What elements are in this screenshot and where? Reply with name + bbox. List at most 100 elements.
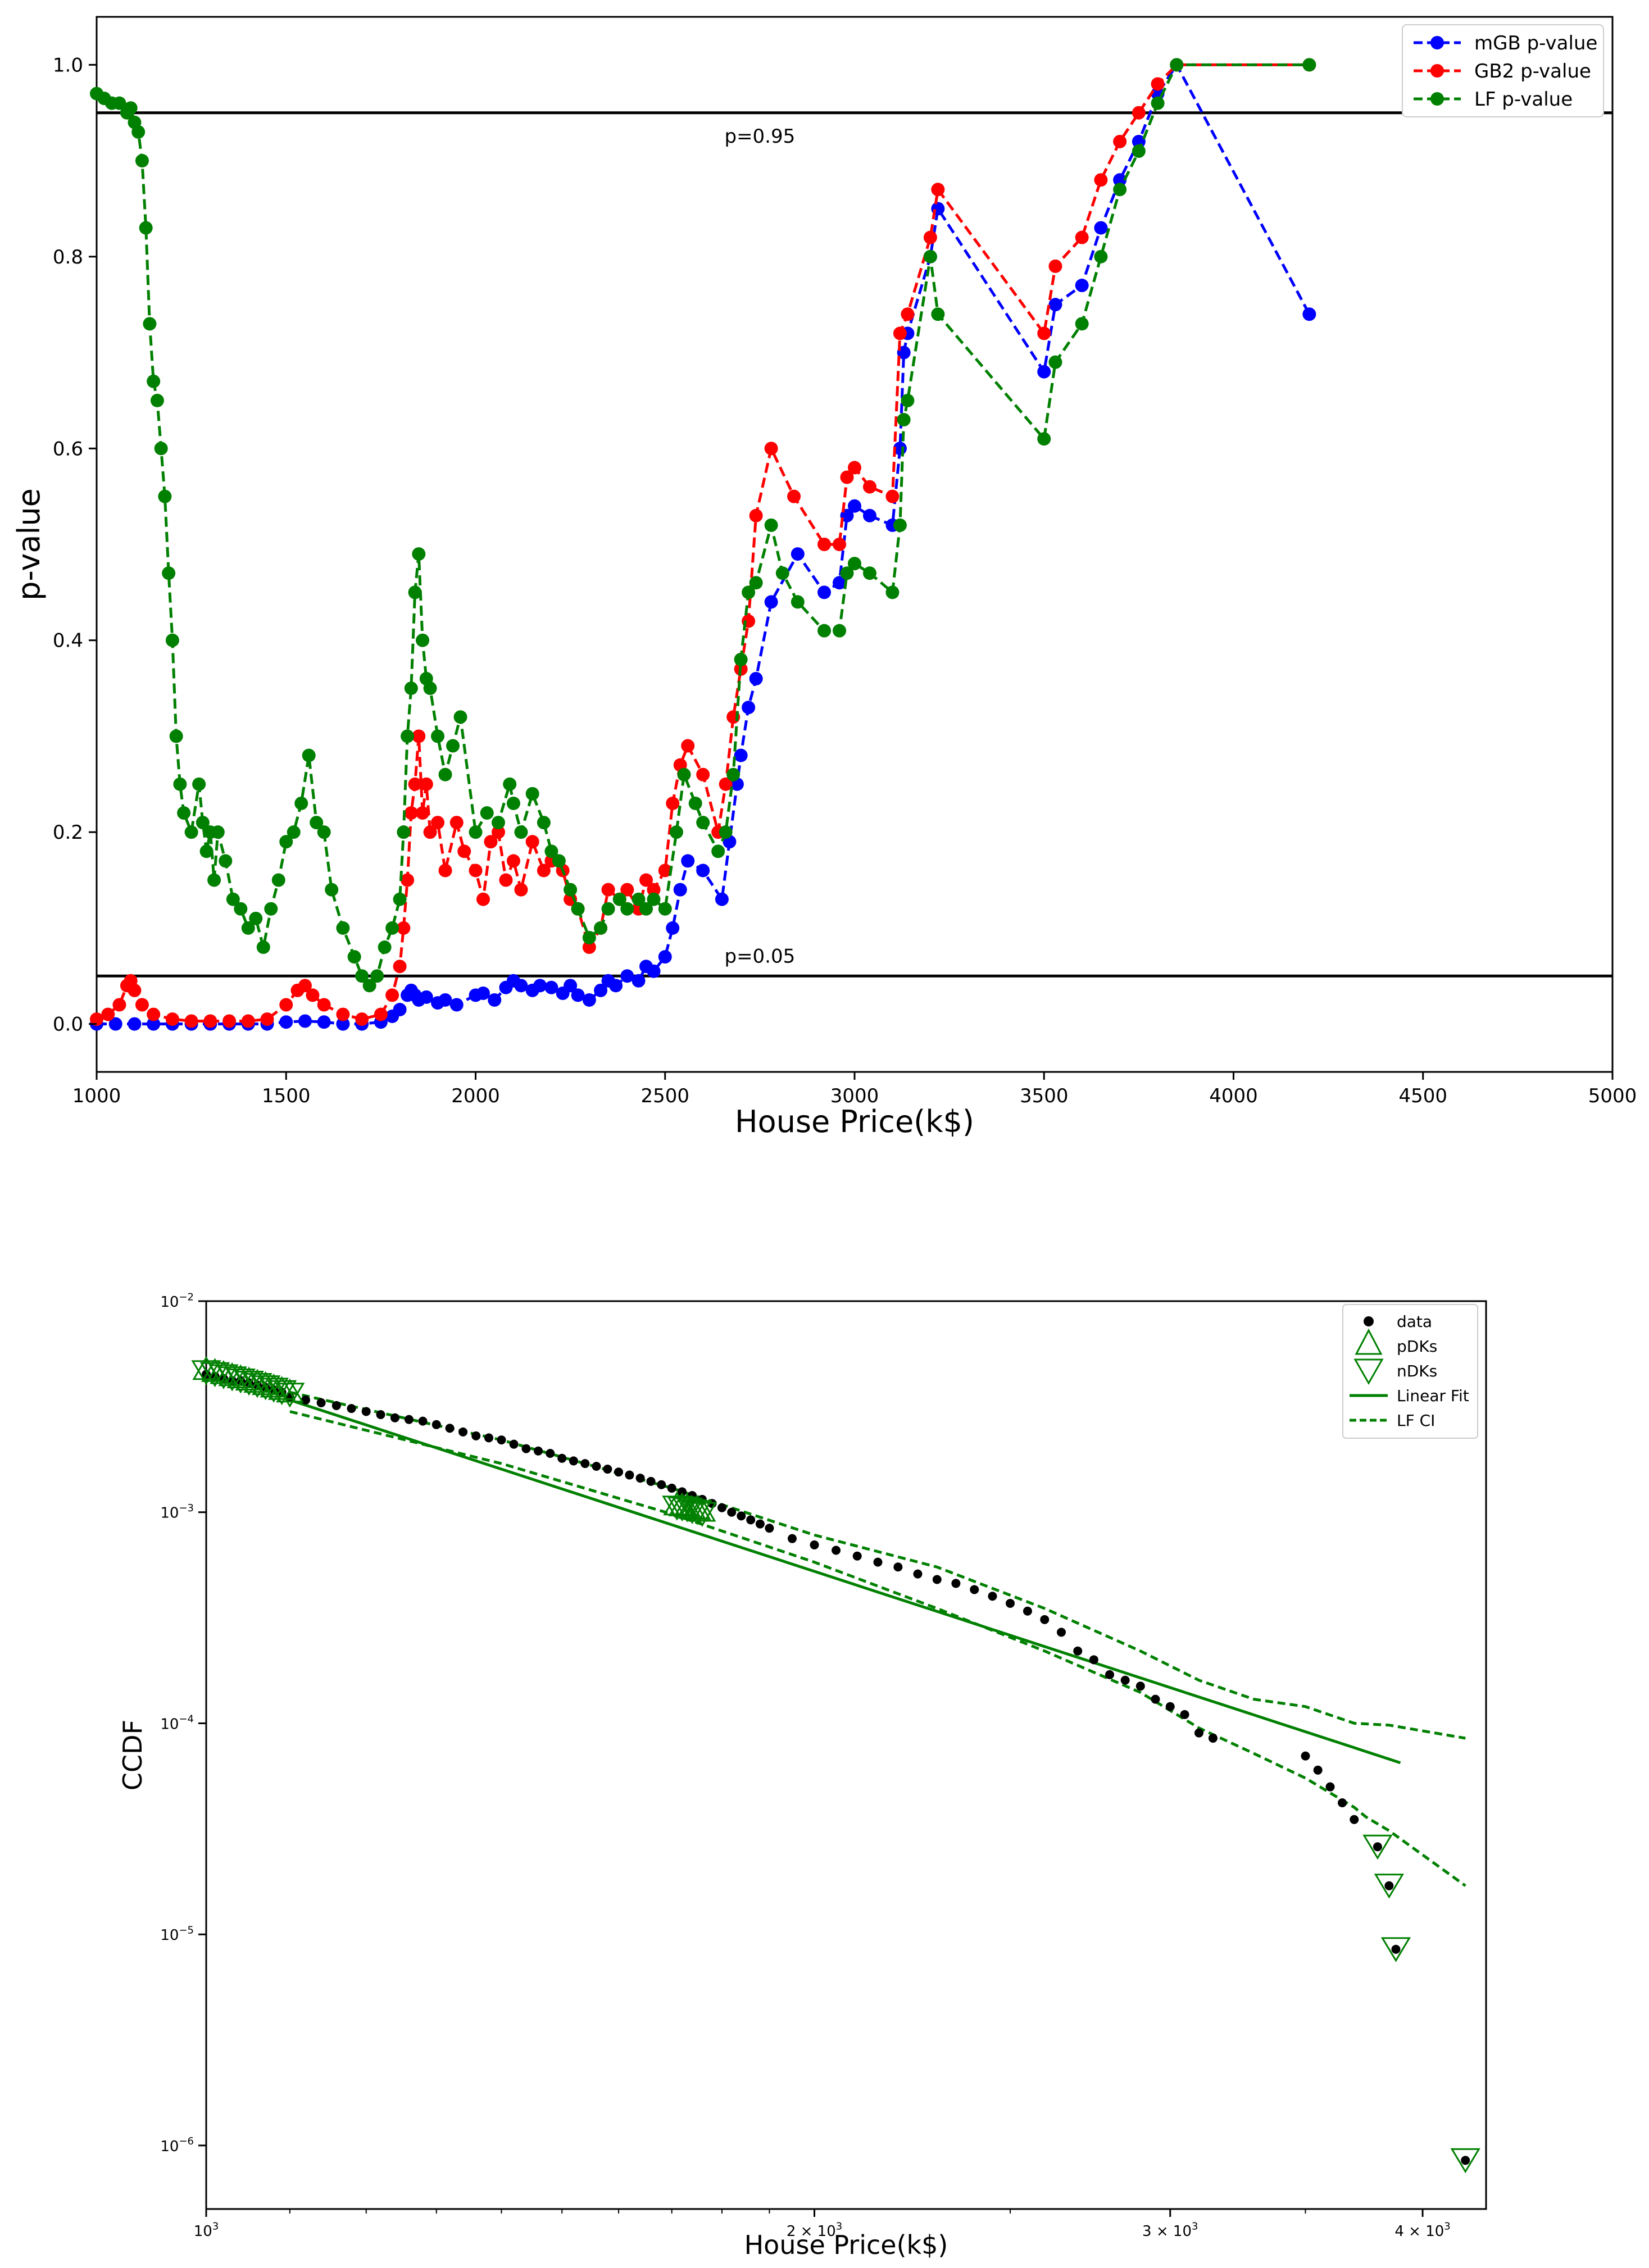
series-0-point (862, 508, 876, 522)
series-0-point (632, 974, 646, 988)
data-point (418, 1416, 428, 1426)
x-tick-label: 3000 (830, 1085, 879, 1107)
series-2-point (158, 489, 172, 503)
series-2-point (355, 969, 369, 983)
series-1-point (893, 326, 907, 340)
series-0-point (128, 1017, 142, 1031)
series-line-2 (96, 63, 1310, 988)
ccdf-chart: 103 2 × 103 3 × 103 4 × 103 10−6 10−5 10−4 10−… (117, 1291, 1487, 2260)
series-2-point (1151, 96, 1165, 110)
data-point (534, 1446, 543, 1456)
data-point (873, 1557, 883, 1567)
series-1-point (147, 1007, 161, 1021)
series-2-point (564, 883, 578, 897)
x-tick-label: 2000 (451, 1085, 500, 1107)
series-2-point (544, 844, 558, 858)
series-0-point (764, 595, 778, 609)
legend-marker-0 (1430, 36, 1444, 49)
series-2-point (226, 892, 240, 906)
series-0-point (438, 993, 452, 1007)
data-point (832, 1546, 841, 1555)
series-0-point (514, 979, 528, 993)
series-2-point (688, 796, 702, 810)
series-2-point (431, 729, 445, 743)
series-2-point (537, 816, 551, 830)
series-1-point (203, 1014, 217, 1028)
data-point (361, 1407, 371, 1416)
data-point (603, 1465, 612, 1474)
series-2-point (1170, 58, 1184, 72)
data-point (301, 1396, 310, 1405)
series-2-point (177, 806, 191, 820)
legend-label-2: nDKs (1397, 1362, 1437, 1380)
legend-marker-pdks (1355, 1328, 1383, 1355)
series-0-point (108, 1017, 122, 1031)
series-2-point (571, 902, 585, 916)
chart2-y-axis-label: CCDF (117, 1720, 148, 1790)
series-0-point (393, 1003, 407, 1017)
series-0-point (336, 1017, 350, 1031)
ndk-marker (1380, 1937, 1411, 1962)
data-point (932, 1575, 942, 1584)
data-point (458, 1427, 468, 1437)
y-tick-label: 10−3 (160, 1502, 194, 1522)
x-tick-label: 5000 (1588, 1085, 1637, 1107)
series-1-point (1037, 326, 1051, 340)
series-2-point (234, 902, 248, 916)
series-0-point (1113, 173, 1127, 187)
series-2-point (404, 681, 418, 696)
data-point (484, 1433, 494, 1443)
series-1-point (1132, 106, 1146, 120)
series-1-point (639, 873, 653, 887)
series-2-point (336, 921, 350, 935)
data-point (1057, 1628, 1066, 1637)
series-1-point (393, 960, 407, 974)
series-2-point (302, 748, 316, 762)
series-1-point (336, 1007, 350, 1021)
series-2-point (582, 930, 596, 944)
series-0-point (571, 988, 585, 1002)
series-2-point (833, 624, 847, 638)
series-0-point (476, 987, 490, 1001)
series-2-point (150, 393, 164, 407)
data-point (331, 1401, 341, 1410)
series-2-point (147, 374, 161, 388)
series-2-point (397, 825, 411, 839)
data-point (497, 1435, 506, 1445)
x-tick-label: 4 × 103 (1394, 2220, 1450, 2240)
series-1-point (840, 470, 854, 484)
series-2-point (385, 921, 399, 935)
series-2-point (931, 307, 945, 321)
series-1-point (647, 883, 661, 897)
series-2-point (658, 902, 672, 916)
series-2-point (143, 317, 157, 331)
data-point (1006, 1598, 1015, 1608)
series-1-point (514, 883, 528, 897)
data-point (1073, 1646, 1083, 1656)
series-2-point (817, 624, 832, 638)
series-2-point (1302, 58, 1316, 72)
series-2-point (491, 816, 505, 830)
series-2-point (139, 221, 153, 235)
series-0-point (594, 983, 608, 997)
ndk-marker (1374, 1874, 1405, 1899)
series-1-point (1094, 173, 1108, 187)
series-2-point (370, 969, 384, 983)
data-point (404, 1415, 414, 1424)
ndk-marker (687, 1502, 717, 1527)
series-1-point (525, 835, 539, 849)
legend-label-2: LF p-value (1474, 88, 1573, 111)
legend-marker-1 (1430, 64, 1444, 78)
data-point (445, 1424, 455, 1433)
series-2-point (632, 892, 646, 906)
x-tick-label: 3 × 103 (1142, 2220, 1198, 2240)
data-point (746, 1515, 756, 1525)
series-1-point (719, 777, 733, 791)
data-point (988, 1592, 997, 1601)
legend-marker-data (1364, 1316, 1374, 1326)
series-1-point (833, 538, 847, 551)
series-2-point (378, 940, 392, 955)
series-1-point (764, 442, 778, 456)
chart1-y-axis-label: p-value (11, 488, 47, 601)
pdk-marker (218, 1362, 246, 1387)
